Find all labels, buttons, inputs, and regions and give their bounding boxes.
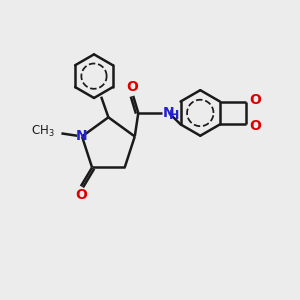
Text: O: O — [126, 80, 138, 94]
Text: N: N — [76, 130, 88, 143]
Text: O: O — [250, 93, 262, 106]
Text: O: O — [75, 188, 87, 202]
Text: CH$_3$: CH$_3$ — [31, 124, 55, 139]
Text: N: N — [163, 106, 175, 120]
Text: O: O — [250, 119, 262, 133]
Text: H: H — [169, 110, 179, 122]
